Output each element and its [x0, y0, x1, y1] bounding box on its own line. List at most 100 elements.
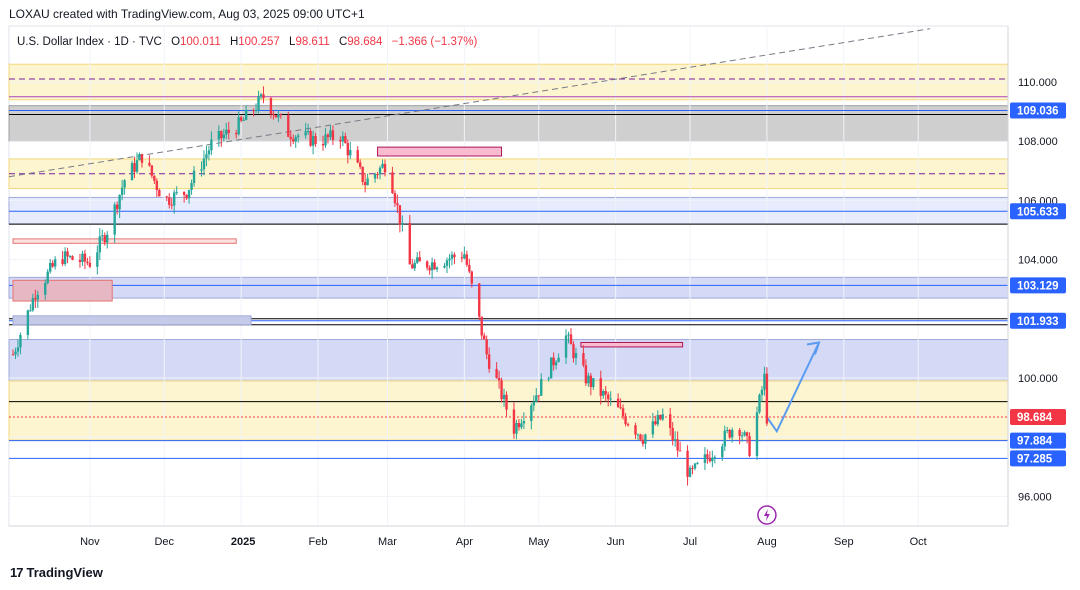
candle-body-2025-05-06 [549, 357, 553, 379]
candle-body-2025-05-07 [552, 357, 555, 366]
candle-body-2024-12-16 [200, 169, 203, 171]
candle-body-2025-03-24 [443, 265, 446, 268]
trendline-dashed [8, 28, 931, 178]
candle-body-2024-12-30 [235, 132, 238, 135]
candle-body-2025-06-02 [616, 398, 620, 408]
candle-body-2025-05-28 [604, 391, 607, 395]
candle-body-2024-12-12 [190, 183, 193, 190]
candle-body-2025-04-29 [532, 401, 535, 406]
candle-body-2025-06-04 [621, 408, 625, 417]
candle-body-2025-03-06 [398, 205, 402, 225]
candle-body-2025-04-18 [505, 394, 508, 410]
candle-body-2025-03-14 [418, 257, 421, 262]
candle-body-2025-03-18 [428, 267, 431, 271]
candle-body-2025-02-24 [373, 174, 377, 179]
candle-body-2025-08-01 [765, 373, 769, 424]
candle-body-2025-07-15 [723, 430, 726, 447]
candle-body-2025-07-30 [760, 389, 764, 395]
symbol-legend[interactable]: U.S. Dollar Index · 1D · TVC O100.011 H1… [17, 36, 477, 48]
candle-body-2025-02-10 [339, 139, 342, 142]
candle-body-2024-10-10 [34, 298, 37, 300]
candle-body-2025-06-20 [661, 414, 664, 420]
candle-body-2024-11-06 [101, 235, 104, 237]
candle-body-2024-11-26 [150, 165, 154, 176]
candle-body-2025-01-08 [257, 96, 260, 111]
price-label-1: 105.633 [1017, 206, 1059, 218]
candle-body-2025-07-01 [688, 467, 692, 477]
candle-body-2025-07-03 [693, 463, 697, 469]
candle-body-2025-06-18 [656, 414, 659, 425]
candle-body-2025-01-01 [239, 117, 243, 121]
candle-body-2025-03-25 [445, 260, 449, 266]
high-label: H [229, 36, 239, 48]
zone-5 [8, 339, 1009, 382]
zone-2 [8, 158, 1009, 190]
candle-body-2024-10-03 [16, 347, 20, 352]
candle-body-2024-12-20 [210, 139, 213, 151]
candle-body-2025-05-02 [540, 378, 543, 396]
candle-body-2024-12-24 [220, 131, 223, 139]
candle-body-2025-06-23 [669, 414, 672, 428]
candle-body-2024-11-12 [115, 204, 119, 210]
low-value: 98.611 [295, 36, 330, 48]
candle-body-2025-03-19 [430, 262, 434, 271]
candle-body-2025-07-18 [731, 429, 734, 438]
candle-body-2024-10-08 [29, 310, 32, 312]
candle-body-2024-10-04 [19, 335, 22, 348]
candle-body-2025-05-30 [609, 398, 612, 400]
candle-body-2024-10-31 [86, 261, 89, 263]
candle-body-2025-01-24 [297, 135, 300, 138]
candle-body-2025-02-13 [346, 142, 349, 156]
tradingview-footer[interactable]: 17 TradingView [10, 565, 103, 580]
candle-body-2024-12-13 [192, 170, 196, 184]
candle-body-2024-10-30 [83, 253, 87, 262]
candle-body-2025-02-25 [376, 174, 379, 176]
plot-area[interactable] [8, 25, 1009, 527]
candle-body-2025-04-24 [520, 423, 523, 428]
close-value: 98.684 [347, 36, 383, 48]
price-tick-4: 100.000 [1018, 373, 1058, 385]
symbol-name[interactable]: U.S. Dollar Index · 1D · TVC [17, 36, 162, 48]
candle-body-2025-07-17 [728, 429, 731, 438]
price-chart[interactable]: 110.000108.000106.000104.000100.00096.00… [0, 0, 1080, 560]
projection-arrow [766, 342, 820, 434]
projection-arrowhead [806, 341, 821, 355]
time-axis[interactable]: Nov Dec 2025 Feb Mar Apr May Jun Jul Aug Sep Oct [9, 525, 1008, 548]
candle-body-2024-11-01 [88, 262, 92, 267]
price-tick-5: 96.000 [1018, 491, 1052, 503]
candle-body-2025-05-16 [574, 353, 578, 359]
candle-body-2025-05-01 [537, 395, 540, 397]
candle-body-2024-12-31 [237, 117, 240, 135]
candle-body-2024-10-23 [66, 251, 69, 257]
candle-body-2025-02-07 [331, 130, 335, 140]
candle-body-2025-02-11 [341, 136, 345, 142]
candle-body-2025-03-05 [396, 203, 399, 206]
price-label-bg-0 [1010, 102, 1066, 119]
candle-body-2025-04-15 [497, 377, 501, 381]
candle-body-2025-03-26 [448, 258, 451, 261]
candle-body-2024-10-22 [63, 251, 67, 264]
tradingview-logo-icon: 17 [10, 565, 24, 580]
candle-body-2024-11-28 [155, 180, 159, 190]
candle-body-2025-05-05 [547, 378, 550, 380]
candle-body-2025-04-07 [478, 283, 481, 317]
candle-body-2025-04-08 [480, 316, 483, 336]
price-axis[interactable]: 110.000108.000106.000104.000100.00096.00… [1007, 26, 1058, 526]
candle-body-2024-12-03 [168, 197, 171, 205]
candle-body-2025-04-30 [535, 395, 538, 402]
candle-body-2025-01-30 [311, 136, 315, 146]
candle-body-2024-10-29 [81, 253, 84, 263]
candle-body-2025-02-05 [326, 134, 330, 138]
price-label-6: 97.285 [1017, 453, 1053, 465]
candle-body-2025-05-08 [554, 362, 558, 366]
candle-body-2025-04-04 [470, 271, 473, 284]
price-label-5: 97.884 [1017, 436, 1053, 448]
candle-body-2025-02-12 [344, 136, 347, 143]
price-label-bg-2 [1010, 277, 1066, 294]
candle-body-2024-10-16 [49, 262, 52, 272]
candle-body-2025-05-19 [582, 353, 585, 366]
time-tick-apr: Apr [456, 536, 473, 548]
candle-body-2024-11-08 [106, 234, 109, 243]
candle-body-2025-06-30 [686, 450, 689, 477]
candle-body-2025-07-21 [738, 429, 741, 436]
